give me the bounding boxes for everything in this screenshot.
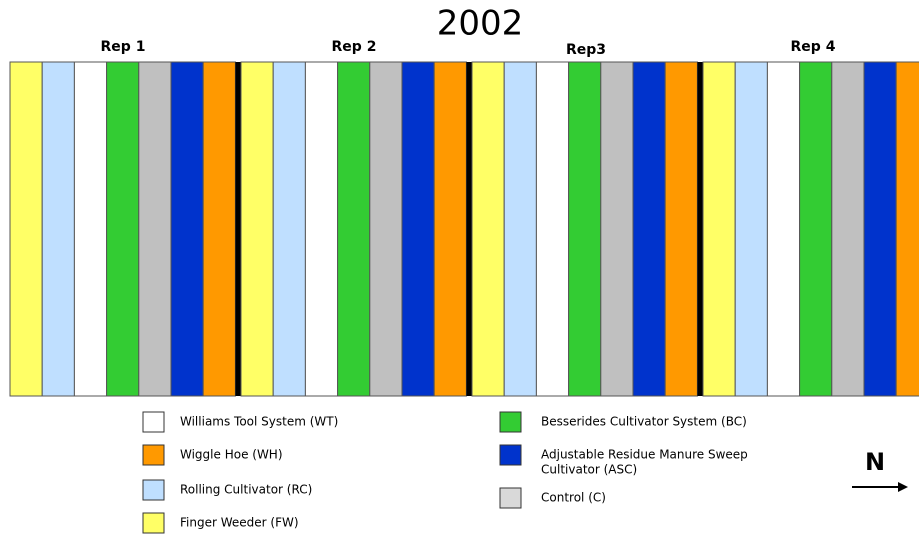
plot-strip xyxy=(863,61,897,397)
legend-label: Williams Tool System (WT) xyxy=(180,415,338,429)
legend-swatch xyxy=(499,444,522,466)
north-arrow-head xyxy=(898,482,908,492)
legend-swatch xyxy=(142,411,165,433)
plot-strip xyxy=(73,61,108,397)
plot-strip xyxy=(202,61,236,397)
plot-strip xyxy=(401,61,435,397)
legend-label: Wiggle Hoe (WH) xyxy=(180,448,283,462)
plot-strip xyxy=(369,61,403,397)
plot-strip xyxy=(9,61,43,397)
legend-label: Finger Weeder (FW) xyxy=(180,516,299,530)
rep-divider xyxy=(466,62,472,396)
legend-swatch xyxy=(499,411,522,433)
legend-swatch xyxy=(499,487,522,509)
plot-strip xyxy=(799,61,833,397)
plot-strip xyxy=(41,61,75,397)
title: 2002 xyxy=(437,4,524,44)
legend-swatch xyxy=(142,444,165,466)
plot-strip xyxy=(895,61,919,397)
plots: Rep 1 Rep 2 Rep3 Rep 4 xyxy=(9,39,919,397)
rep-label: Rep 2 xyxy=(332,39,377,55)
rep-divider xyxy=(235,62,241,396)
plot-strip xyxy=(535,61,570,397)
legend-swatch xyxy=(142,479,165,501)
plot-strip xyxy=(106,61,140,397)
legend-label: Adjustable Residue Manure Sweep xyxy=(541,448,748,462)
rep-divider xyxy=(697,62,703,396)
plot-strip xyxy=(304,61,339,397)
legend: Williams Tool System (WT) Wiggle Hoe (WH)… xyxy=(142,411,748,534)
plot-strip xyxy=(240,61,274,397)
plot-strip xyxy=(138,61,172,397)
rep-label: Rep 4 xyxy=(791,39,836,55)
plot-strip xyxy=(433,61,467,397)
plot-strip xyxy=(170,61,204,397)
plot-strip xyxy=(337,61,371,397)
plot-strip xyxy=(702,61,736,397)
plot-strip xyxy=(664,61,698,397)
plot-strip xyxy=(568,61,602,397)
plot-strip xyxy=(734,61,768,397)
plot-strip xyxy=(272,61,306,397)
plot-strip xyxy=(600,61,634,397)
legend-swatch xyxy=(142,512,165,534)
legend-label: Besserides Cultivator System (BC) xyxy=(541,415,747,429)
plot-strip xyxy=(503,61,537,397)
legend-label: Cultivator (ASC) xyxy=(541,463,637,477)
plot-strip xyxy=(471,61,505,397)
rep-label: Rep 1 xyxy=(101,39,146,55)
north-label: N xyxy=(865,448,885,476)
plot-strip xyxy=(831,61,865,397)
legend-label: Rolling Cultivator (RC) xyxy=(180,483,312,497)
plot-strip xyxy=(766,61,801,397)
plot-strip xyxy=(632,61,666,397)
legend-label: Control (C) xyxy=(541,491,606,505)
rep-label: Rep3 xyxy=(566,42,606,58)
